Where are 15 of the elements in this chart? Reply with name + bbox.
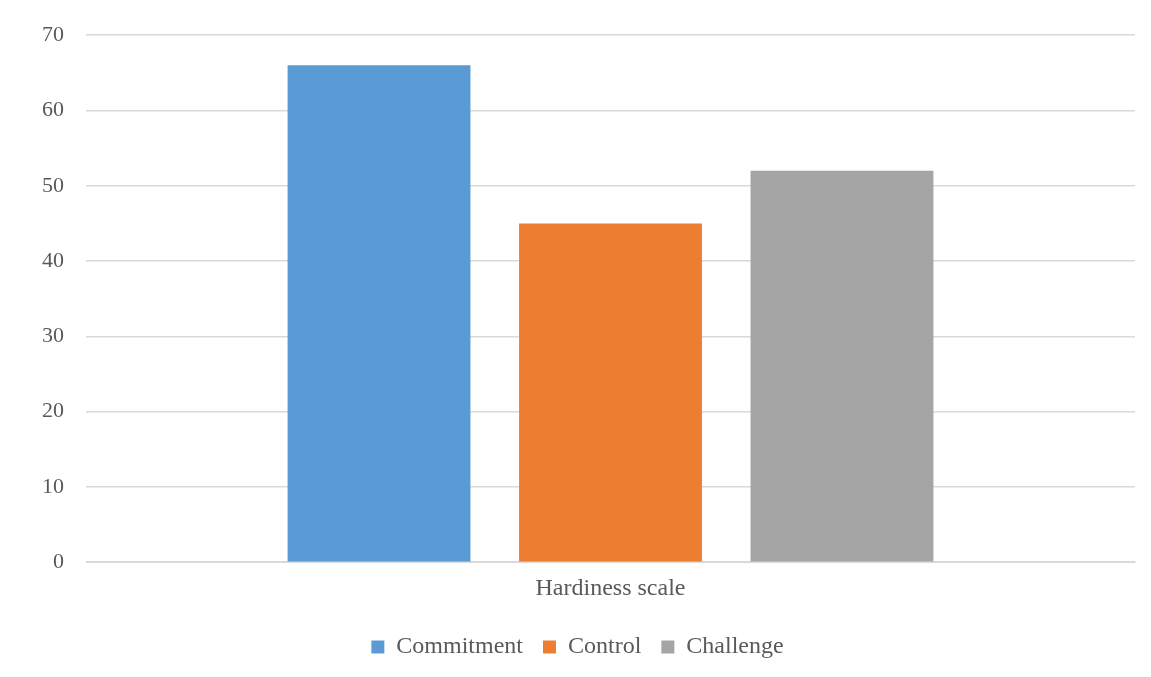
y-tick-label: 70 [42, 20, 64, 46]
y-tick-label: 20 [42, 397, 64, 423]
legend-label: Control [568, 632, 642, 659]
y-tick-label: 40 [42, 246, 64, 272]
legend-label: Commitment [396, 632, 524, 659]
y-tick-label: 30 [42, 322, 64, 348]
bar [519, 223, 702, 562]
bar [287, 65, 471, 562]
y-tick-label: 60 [42, 96, 64, 122]
y-tick-label: 0 [53, 547, 64, 573]
x-tick-label: Hardiness scale [535, 573, 686, 600]
legend-label: Challenge [686, 632, 784, 659]
y-tick-label: 50 [42, 171, 64, 197]
y-tick-label: 10 [42, 472, 64, 498]
bar [750, 170, 934, 562]
